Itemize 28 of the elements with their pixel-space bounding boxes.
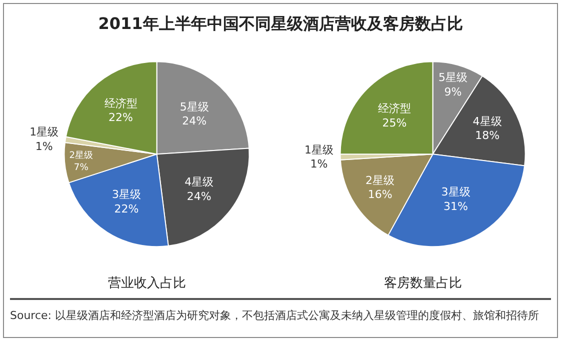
data-label: 22% (114, 202, 139, 216)
slice-label: 经济型 (378, 102, 411, 116)
slice-label: 2星级 (69, 150, 94, 162)
slice-label: 5星级 (438, 71, 468, 84)
data-label: 22% (108, 111, 133, 124)
slice-label: 4星级 (184, 175, 214, 188)
text: 营业收入占比 (108, 276, 186, 291)
data-label: 16% (368, 188, 392, 202)
slice-label: 5星级 (180, 100, 209, 114)
slice-label: 3星级 (112, 188, 142, 202)
data-label: 18% (475, 129, 500, 142)
slice-label: 3星级 (441, 186, 470, 199)
data-label: 24% (182, 114, 207, 128)
slice-label: 2星级 (366, 174, 395, 187)
data-label: 9% (444, 85, 462, 98)
data-label: 31% (444, 200, 468, 213)
chart-title: 2011年上半年中国不同星级酒店营收及客房数占比 (97, 13, 464, 35)
data-label: 1% (310, 158, 328, 171)
slice-label: 4星级 (472, 114, 502, 128)
text: 客房数量占比 (384, 275, 462, 291)
data-label: 25% (382, 116, 407, 130)
slice-label: 1星级 (30, 126, 59, 139)
data-label: 1% (35, 140, 53, 153)
slice-label: 1星级 (304, 143, 334, 156)
source-note: Source: 以星级酒店和经济型酒店为研究对象，不包括酒店式公寓及未纳入星级管理的度假村、旅馆和招待所 (10, 298, 551, 323)
data-label: 7% (74, 163, 89, 174)
slice-label: 经济型 (104, 96, 138, 110)
data-label: 24% (186, 190, 212, 203)
